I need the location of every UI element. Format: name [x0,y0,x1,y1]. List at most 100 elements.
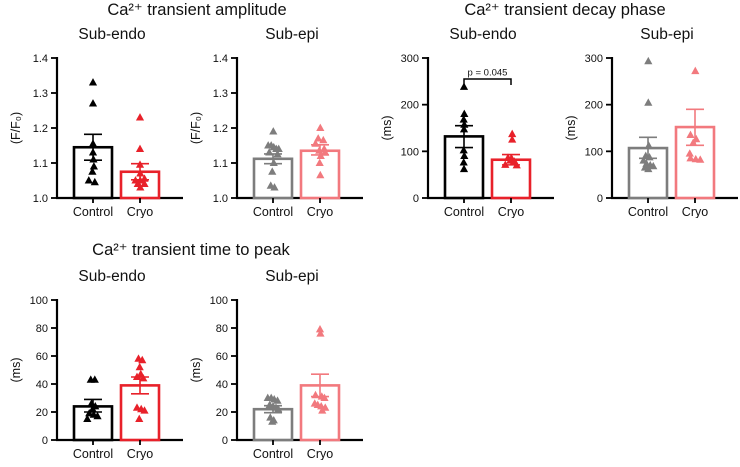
y-tick-label: 200 [585,100,603,112]
bar-control [627,146,669,200]
category-label: Cryo [307,205,333,218]
y-tick-label: 1.3 [213,88,228,100]
scatter-point [508,129,517,138]
scatter-point [268,417,277,425]
scatter-point [273,149,282,158]
scatter-point [320,393,329,401]
category-label: Control [628,205,668,218]
y-axis-label: (ms) [9,358,23,383]
y-tick-label: 60 [36,351,48,363]
y-tick-label: 1.2 [33,123,48,135]
scatter-point [269,127,278,135]
significance-bracket [463,78,512,85]
scatter-point [316,329,325,337]
scatter-point [644,141,653,149]
y-tick-label: 1.0 [213,193,228,205]
scatter-point [318,406,327,414]
scatter-point [273,396,282,404]
y-tick-label: 0 [42,435,48,447]
group-title-amplitude: Ca²⁺ transient amplitude [107,1,287,19]
category-label: Cryo [127,205,153,218]
scatter-point [88,167,97,175]
scatter-point [459,115,468,123]
group-title-time-to-peak: Ca²⁺ transient time to peak [92,241,290,259]
scatter-point [644,98,653,106]
chart-amplitude-sub-epi: 1.0 1.1 1.2 1.3 1.4 (F/F₀) Control Cryo [189,53,363,218]
scatter-point [89,155,98,163]
scatter-point [135,160,145,168]
scatter-point [316,123,325,131]
scatter-point [136,183,145,191]
scatter-point [459,125,469,133]
group-title-decay-phase: Ca²⁺ transient decay phase [464,1,666,19]
y-tick-label: 100 [30,295,48,307]
scatter-point [88,139,98,147]
y-tick-label: 100 [585,146,603,158]
scatter-point [140,179,149,187]
scatter-point [270,183,279,191]
significance-label: p = 0.045 [468,68,508,79]
scatter-point [268,167,277,175]
scatter-point [686,130,695,138]
chart-time-to-peak-sub-endo: 0 20 40 60 80 100 (ms) Control Cryo [9,295,183,460]
scatter-point [460,109,469,117]
scatter-point [269,158,278,166]
chart-decay-sub-epi: 0 100 200 300 (ms) Control Cryo [564,53,738,218]
y-tick-label: 300 [585,53,603,65]
panel-decay-sub-epi: Sub-epi 0 100 200 300 (ms) Control Cryo [562,26,740,218]
scatter-point [90,375,99,383]
y-tick-label: 1.1 [33,158,48,170]
scatter-point [644,164,653,173]
scatter-point [501,160,510,168]
scatter-point [319,135,328,144]
scatter-point [85,409,94,417]
scatter-point [140,406,149,414]
category-label: Control [73,205,113,218]
scatter-point [140,174,149,182]
scatter-point [460,151,469,159]
scatter-point [459,164,469,173]
scatter-point [512,160,521,169]
panel-time-to-peak-sub-epi: Sub-epi 0 20 40 60 80 100 (ms) Control Cryo [187,268,365,460]
scatter-point [89,162,98,170]
scatter-point [274,404,283,413]
scatter-point [135,144,145,152]
y-tick-label: 1.4 [33,53,48,65]
panel-subtitle: Sub-endo [78,268,146,285]
y-axis-label: (ms) [380,116,394,141]
scatter-point [135,414,144,422]
scatter-point [315,158,324,166]
scatter-point [84,176,93,184]
scatter-point [315,146,324,154]
scatter-point [136,169,145,177]
panel-subtitle: Sub-epi [265,268,319,285]
panel-subtitle: Sub-endo [449,26,517,43]
y-tick-label: 1.0 [33,193,48,205]
panel-subtitle: Sub-epi [265,26,319,43]
panel-subtitle: Sub-epi [640,26,694,43]
y-tick-label: 0 [222,435,228,447]
scatter-point [689,138,698,146]
scatter-point [508,135,517,143]
y-tick-label: 20 [216,407,228,419]
y-axis-label: (ms) [564,116,578,141]
y-tick-label: 100 [210,295,228,307]
y-tick-label: 1.3 [33,88,48,100]
y-tick-label: 100 [401,146,419,158]
scatter-point [316,151,325,159]
scatter-point [686,153,695,162]
scatter-point [132,372,142,380]
scatter-point [314,134,323,142]
panel-subtitle: Sub-endo [78,26,146,43]
scatter-point [83,414,92,422]
scatter-point [696,155,705,163]
category-label: Control [444,205,484,218]
y-tick-label: 0 [413,193,419,205]
chart-amplitude-sub-endo: 1.0 1.1 1.2 1.3 1.4 (F/F₀) Control Cryo [9,53,183,218]
panel-decay-sub-endo: Sub-endo 0 100 200 300 (ms) Control Cryo p = 0.… [378,26,556,218]
scatter-point [88,404,97,413]
scatter-point [135,362,144,371]
scatter-point [88,78,98,86]
scatter-point [649,161,658,170]
